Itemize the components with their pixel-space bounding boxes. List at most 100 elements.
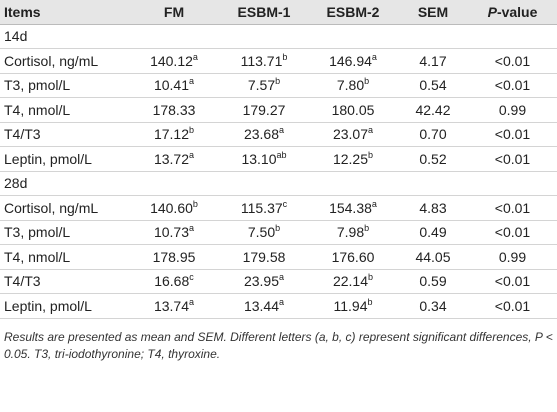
value: 140.12 (150, 52, 193, 69)
significance-letter: b (368, 272, 374, 283)
value: 154.38 (329, 199, 372, 216)
value: 179.27 (242, 101, 286, 118)
value: 23.07 (332, 126, 369, 143)
footnote: Results are presented as mean and SEM. D… (4, 329, 553, 361)
value: 12.25 (332, 150, 369, 167)
data-row: T4, nmol/L 178.33 179.27 180.05 42.42 0.99 (0, 97, 557, 123)
item-label: Cortisol, ng/mL (0, 48, 128, 74)
value-cell: 23.07a (308, 122, 398, 147)
p-value-cell: <0.01 (468, 73, 557, 98)
value-cell: 178.95 (128, 244, 220, 270)
p-value-cell: <0.01 (468, 122, 557, 147)
item-label: T4, nmol/L (0, 97, 128, 123)
value: 22.14 (332, 273, 369, 290)
value: 179.58 (242, 248, 286, 265)
value-cell: 179.58 (220, 244, 308, 270)
data-row: T4/T3 16.68c 23.95a 22.14b 0.59 <0.01 (0, 269, 557, 294)
significance-letter: c (282, 198, 288, 209)
empty-cell (128, 171, 220, 196)
significance-letter: a (279, 296, 285, 307)
value-cell: 13.72a (128, 146, 220, 172)
sem-cell: 4.83 (398, 195, 468, 221)
value-cell: 176.60 (308, 244, 398, 270)
value-cell: 179.27 (220, 97, 308, 123)
value: 7.57 (247, 77, 276, 94)
value-cell: 178.33 (128, 97, 220, 123)
group-row: 28d (0, 171, 557, 196)
value: 23.95 (243, 273, 280, 290)
value: 178.33 (152, 101, 196, 118)
value-cell: 13.74a (128, 293, 220, 319)
value-cell: 17.12b (128, 122, 220, 147)
significance-letter: a (279, 125, 285, 136)
sem-cell: 0.54 (398, 73, 468, 98)
value-cell: 13.44a (220, 293, 308, 319)
value: 13.10 (241, 150, 277, 167)
group-label: 14d (0, 24, 128, 49)
item-label: T3, pmol/L (0, 73, 128, 98)
empty-cell (308, 24, 398, 49)
data-row: T4/T3 17.12b 23.68a 23.07a 0.70 <0.01 (0, 122, 557, 147)
value: 140.60 (150, 199, 193, 216)
value-cell: 7.98b (308, 220, 398, 245)
value: 13.74 (153, 297, 190, 314)
value: 10.41 (153, 77, 190, 94)
data-row: T4, nmol/L 178.95 179.58 176.60 44.05 0.99 (0, 244, 557, 270)
significance-letter: ab (276, 149, 287, 160)
value: 23.68 (243, 126, 280, 143)
significance-letter: a (189, 76, 195, 87)
p-value-cell: <0.01 (468, 48, 557, 74)
header-text: -value (496, 3, 538, 20)
p-value-cell: <0.01 (468, 269, 557, 294)
value: 115.37 (240, 199, 283, 216)
data-row: Leptin, pmol/L 13.74a 13.44a 11.94b 0.34 <0.0… (0, 293, 557, 319)
p-value-cell: <0.01 (468, 146, 557, 172)
significance-letter: c (189, 272, 194, 283)
group-label: 28d (0, 171, 128, 196)
significance-letter: b (368, 149, 374, 160)
data-row: T3, pmol/L 10.41a 7.57b 7.80b 0.54 <0.01 (0, 73, 557, 98)
item-label: T4, nmol/L (0, 244, 128, 270)
data-row: Cortisol, ng/mL 140.12a 113.71b 146.94a 4.17… (0, 48, 557, 74)
sem-cell: 44.05 (398, 244, 468, 270)
header-italic: P (487, 3, 497, 20)
significance-letter: b (275, 76, 281, 87)
significance-letter: a (368, 125, 374, 136)
p-value-cell: <0.01 (468, 220, 557, 245)
empty-cell (398, 171, 468, 196)
header-row: Items FM ESBM-1 ESBM-2 SEM P-value (0, 0, 557, 25)
data-row: T3, pmol/L 10.73a 7.50b 7.98b 0.49 <0.01 (0, 220, 557, 245)
value-cell: 23.95a (220, 269, 308, 294)
value: 7.80 (336, 77, 365, 94)
sem-cell: 0.52 (398, 146, 468, 172)
empty-cell (128, 24, 220, 49)
sem-cell: 0.49 (398, 220, 468, 245)
table-body: 14d Cortisol, ng/mL 140.12a 113.71b 146.94a 4… (0, 24, 557, 319)
column-header: FM (128, 0, 220, 25)
column-header: SEM (398, 0, 468, 25)
value: 113.71 (240, 52, 283, 69)
sem-cell: 0.59 (398, 269, 468, 294)
sem-cell: 0.70 (398, 122, 468, 147)
significance-letter: b (275, 223, 281, 234)
empty-cell (398, 24, 468, 49)
value: 7.50 (247, 224, 276, 241)
value: 13.44 (243, 297, 280, 314)
value-cell: 180.05 (308, 97, 398, 123)
value: 180.05 (331, 101, 375, 118)
significance-letter: a (192, 51, 198, 62)
value-cell: 13.10ab (220, 146, 308, 172)
value: 178.95 (152, 248, 196, 265)
data-row: Leptin, pmol/L 13.72a 13.10ab 12.25b 0.52 <0.… (0, 146, 557, 172)
significance-letter: b (364, 223, 370, 234)
sem-cell: 4.17 (398, 48, 468, 74)
value: 10.73 (153, 224, 190, 241)
value-cell: 146.94a (308, 48, 398, 74)
significance-letter: b (189, 125, 195, 136)
value-cell: 22.14b (308, 269, 398, 294)
value: 16.68 (154, 273, 190, 290)
value-cell: 23.68a (220, 122, 308, 147)
empty-cell (308, 171, 398, 196)
value: 11.94 (333, 297, 368, 314)
